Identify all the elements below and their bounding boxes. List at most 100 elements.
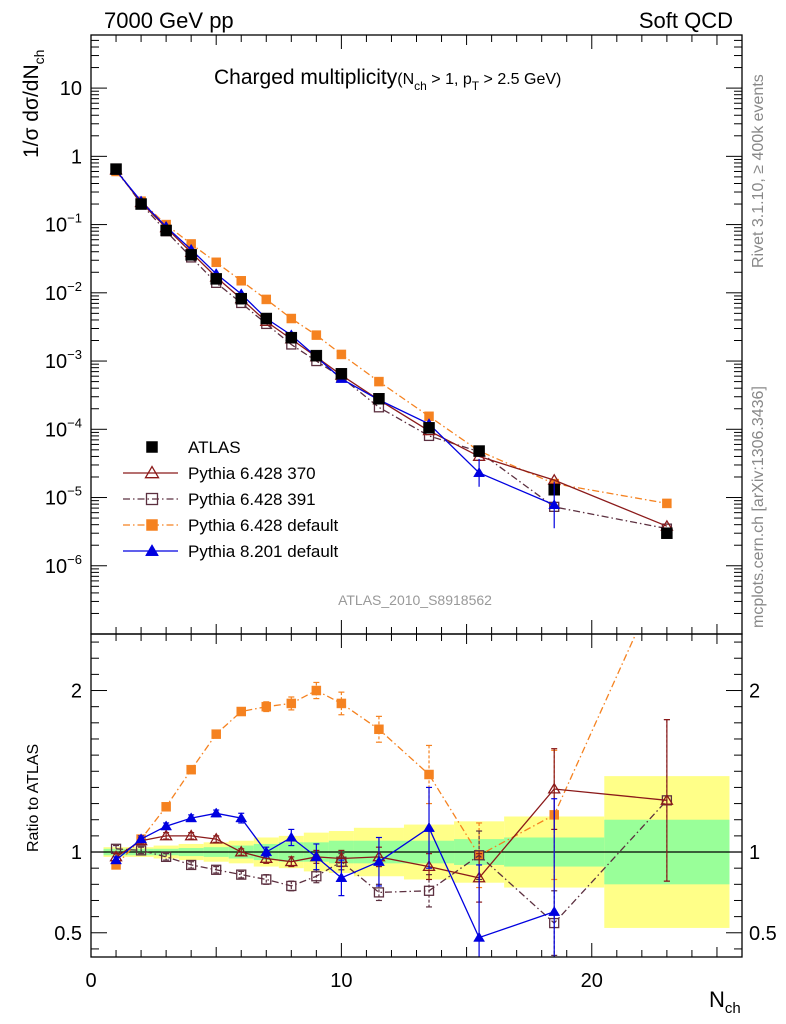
ratio-point-p391-3 <box>186 859 197 871</box>
ratio-point-p6def-9 <box>336 698 347 709</box>
ratio-point-p8def-9 <box>335 872 348 882</box>
main-series-group <box>109 163 674 539</box>
legend-entry-p8def: Pythia 8.201 default <box>123 542 339 561</box>
x-tick-label-1: 10 <box>330 970 352 992</box>
x-axis-ticks: 0 10 20 <box>85 35 743 992</box>
main-ytick-label-pow-0: 10−1 <box>45 211 82 237</box>
ratio-point-p370-7 <box>284 855 298 867</box>
main-ytick-label-1: 10 <box>60 78 82 100</box>
plot-title: Charged multiplicity(Nch > 1, pT > 2.5 G… <box>214 66 561 93</box>
main-point-atlas-3 <box>185 249 197 261</box>
main-point-p6def-8 <box>311 330 322 340</box>
ratio-point-p8def-13 <box>548 905 561 916</box>
ratio-point-p8def-3 <box>185 812 198 823</box>
ratio-point-p370-4 <box>209 832 223 844</box>
ratio-point-p6def-8 <box>311 685 322 696</box>
ratio-point-p6def-5 <box>236 706 246 717</box>
legend-label-p8def: Pythia 8.201 default <box>188 542 339 561</box>
analysis-id: ATLAS_2010_S8918562 <box>338 592 492 608</box>
ratio-point-p8def-12 <box>473 931 486 942</box>
ratio-ytick-label-left-1: 1 <box>71 842 82 864</box>
ratio-ytick-label-right-2: 2 <box>749 681 760 703</box>
ratio-series-p8def <box>110 786 561 957</box>
ratio-point-p8def-2 <box>160 820 173 831</box>
main-point-p6def-14 <box>662 498 672 509</box>
ratio-point-p6def-11 <box>424 769 434 780</box>
ratio-point-p8def-8 <box>310 851 323 861</box>
main-point-atlas-12 <box>473 445 485 457</box>
ratio-point-p370-5 <box>234 845 248 857</box>
main-line-p6def <box>115 171 668 505</box>
main-ytick-label-pow-3: 10−4 <box>45 415 82 441</box>
ratio-line-p391 <box>115 799 668 925</box>
ratio-point-p370-6 <box>259 851 273 863</box>
ratio-point-p391-8 <box>311 871 322 882</box>
ratio-point-p370-13 <box>547 782 561 794</box>
ratio-point-p8def-5 <box>235 812 248 823</box>
main-point-atlas-7 <box>285 331 298 344</box>
legend-marker-p6def <box>146 519 158 531</box>
ratio-point-p391-10 <box>373 887 385 898</box>
ratio-point-p6def-4 <box>211 729 221 739</box>
ratio-ytick-label-left-0: 0.5 <box>54 923 82 945</box>
main-point-atlas-4 <box>210 273 222 285</box>
ratio-series-p6def <box>111 634 637 889</box>
ratio-point-p391-6 <box>261 874 272 885</box>
header-right: Soft QCD <box>639 8 733 33</box>
main-point-atlas-0 <box>110 163 122 175</box>
ratio-point-p391-1 <box>135 845 147 856</box>
ratio-point-p370-2 <box>159 829 173 841</box>
ratio-point-p8def-1 <box>135 833 148 844</box>
ratio-series-group <box>109 634 674 957</box>
main-ylabel: 1/σ dσ/dNch <box>20 50 47 158</box>
main-point-atlas-14 <box>661 527 673 539</box>
ratio-point-p6def-2 <box>161 802 171 812</box>
side-label-bottom: mcplots.cern.ch [arXiv:1306.3436] <box>750 386 767 628</box>
ratio-point-p6def-10 <box>374 724 384 735</box>
main-point-atlas-11 <box>423 422 435 434</box>
main-point-atlas-8 <box>310 349 323 362</box>
main-point-atlas-5 <box>235 292 247 305</box>
main-y-axis-ticks: 1 10 10−1 10−2 10−3 10−4 10−5 10−6 <box>45 34 742 635</box>
legend-entry-p391: Pythia 6.428 391 <box>123 490 316 509</box>
legend-entry-p6def: Pythia 6.428 default <box>123 516 339 535</box>
main-point-atlas-6 <box>260 312 273 325</box>
ratio-ytick-label-right-1: 1 <box>749 842 760 864</box>
main-ytick-label-pow-1: 10−2 <box>45 279 82 305</box>
main-point-atlas-1 <box>135 198 147 210</box>
main-ytick-label-0: 1 <box>71 146 82 168</box>
ratio-line-p8def <box>115 812 555 939</box>
main-ytick-label-pow-5: 10−6 <box>45 552 82 578</box>
legend-marker-p370 <box>144 465 160 479</box>
ratio-point-p391-5 <box>236 869 247 880</box>
main-point-p6def-4 <box>211 257 221 268</box>
legend: ATLAS Pythia 6.428 370 Pythia 6.428 391 Pyt… <box>123 438 339 561</box>
ratio-ytick-label-left-2: 2 <box>71 681 82 703</box>
ratio-point-p391-2 <box>160 851 172 863</box>
ratio-point-p8def-4 <box>210 807 223 818</box>
legend-marker-atlas <box>146 441 158 453</box>
ratio-point-p370-14 <box>660 793 674 805</box>
legend-label-atlas: ATLAS <box>188 438 241 457</box>
ratio-point-p391-7 <box>286 880 297 892</box>
legend-label-p370: Pythia 6.428 370 <box>188 464 316 483</box>
x-label: Nch <box>709 987 741 1017</box>
main-point-atlas-10 <box>373 393 385 405</box>
ratio-point-p6def-7 <box>286 698 297 709</box>
main-point-p6def-7 <box>286 313 297 324</box>
main-panel: 1 10 10−1 10−2 10−3 10−4 10−5 10−6 <box>45 34 743 635</box>
ratio-point-p8def-6 <box>260 846 273 857</box>
ratio-point-p391-4 <box>211 864 222 875</box>
ratio-point-p6def-3 <box>186 764 196 775</box>
x-tick-label-0: 0 <box>85 970 96 992</box>
ratio-y-axis-ticks: 0.5 0.5 1 1 2 2 <box>54 641 777 950</box>
ratio-point-p370-3 <box>184 829 198 841</box>
header-left: 7000 GeV pp <box>104 8 234 33</box>
side-label-top: Rivet 3.1.10, ≥ 400k events <box>750 74 767 268</box>
ratio-point-p8def-7 <box>285 831 298 842</box>
legend-label-p391: Pythia 6.428 391 <box>188 490 316 509</box>
main-point-atlas-2 <box>160 224 172 237</box>
main-errorbars-p8def <box>478 458 555 529</box>
ratio-ytick-label-right-0: 0.5 <box>749 923 777 945</box>
